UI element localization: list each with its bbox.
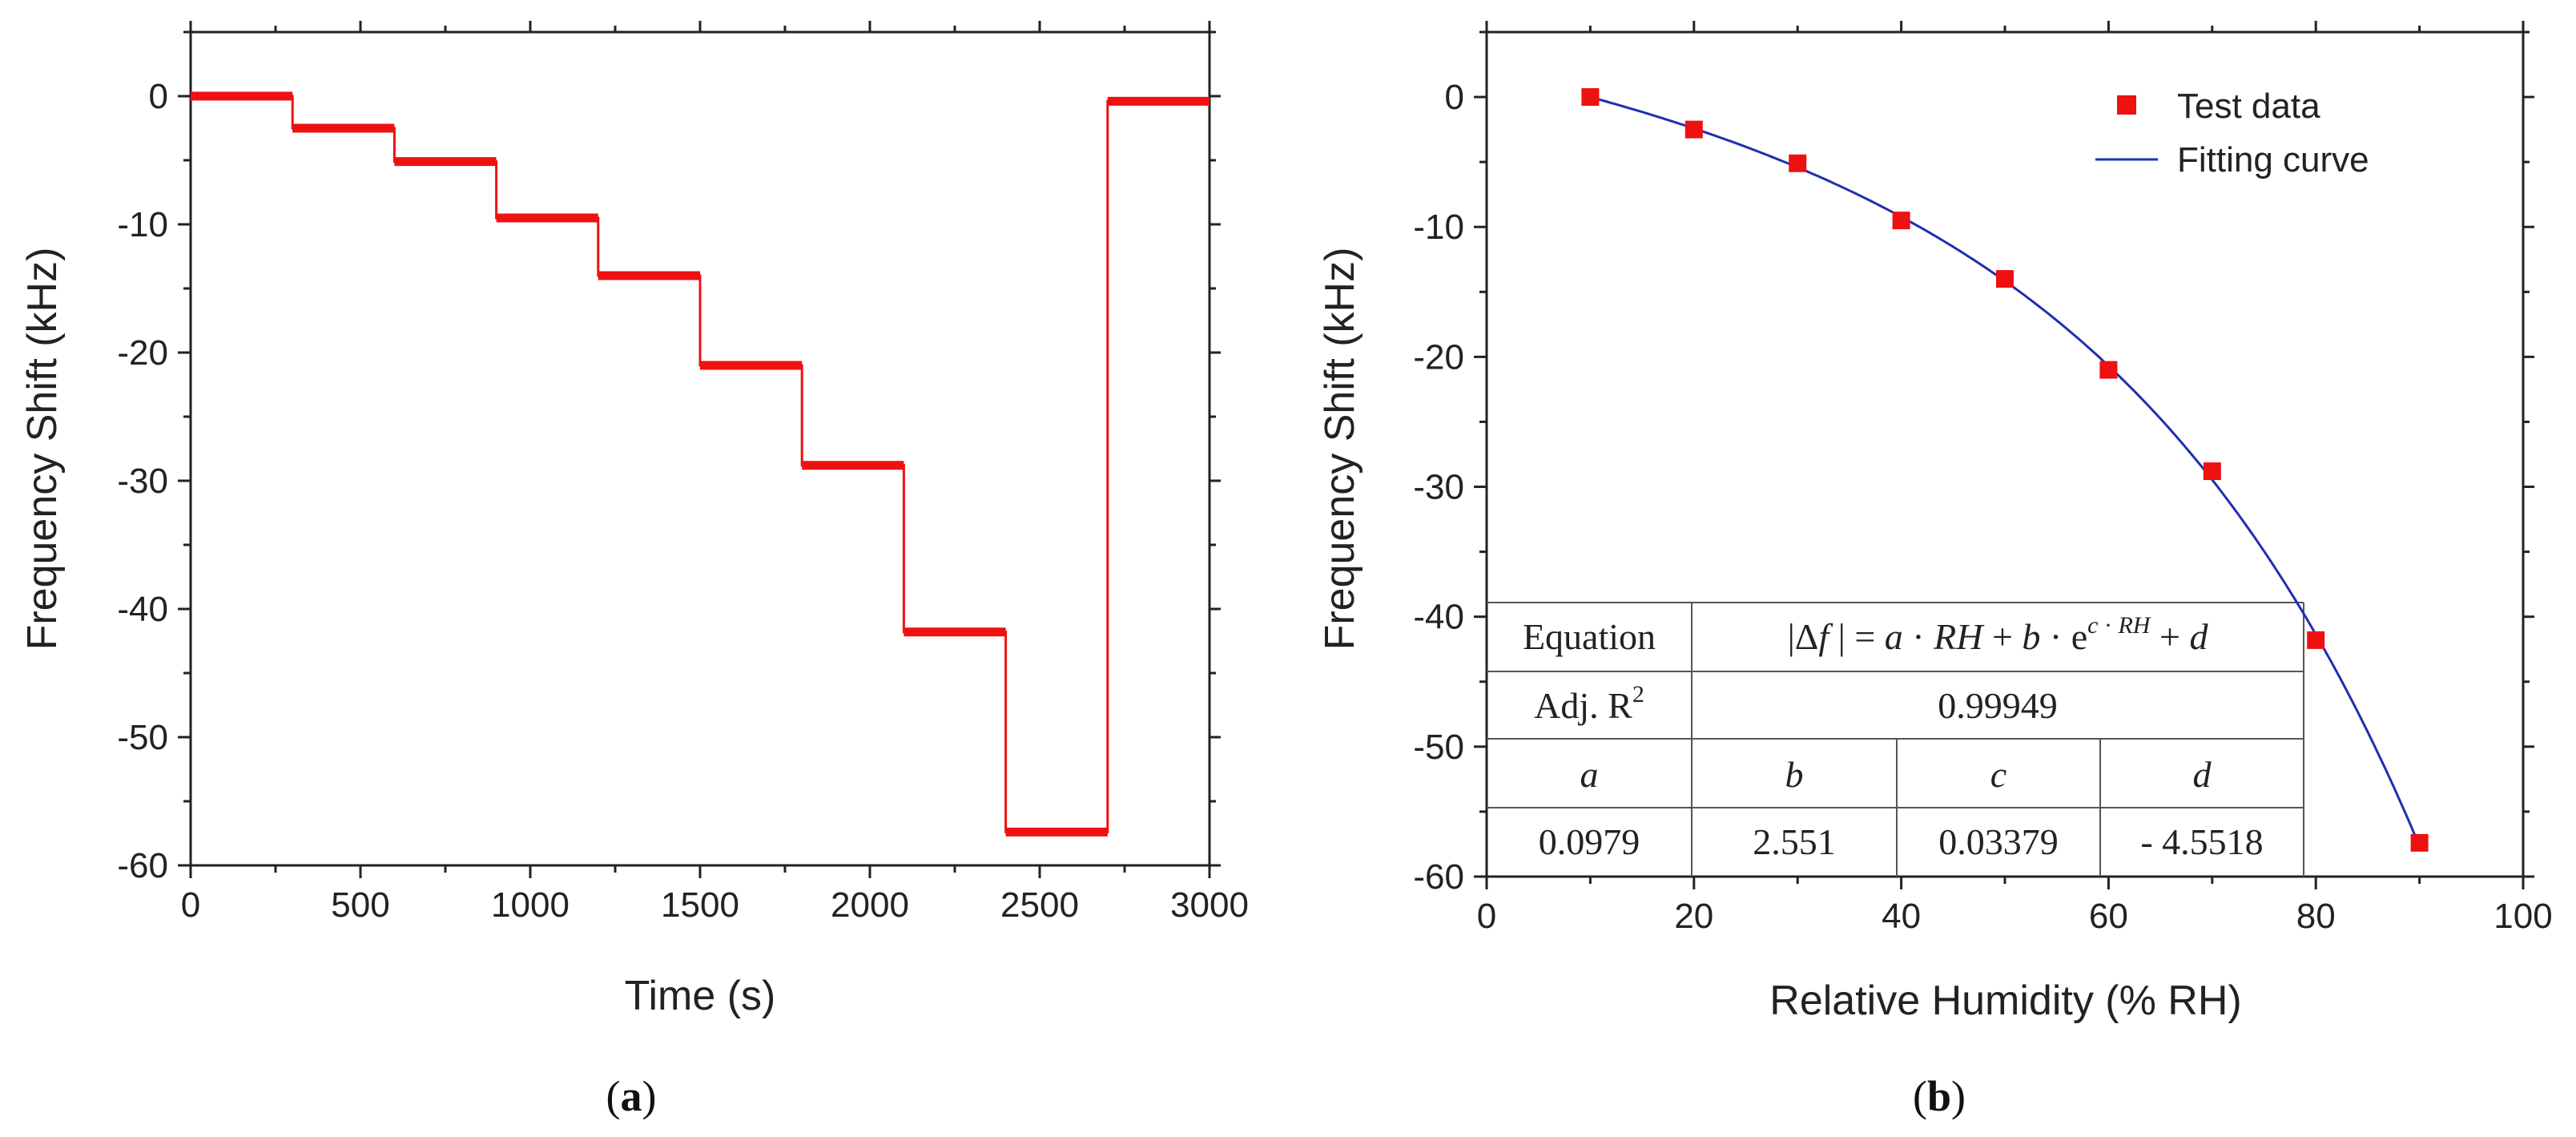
fit-table-param-value-b: 2.551 bbox=[1753, 821, 1836, 862]
chart-a-y-axis-title: Frequency Shift (kHz) bbox=[19, 248, 66, 651]
fit-table-text: Equation |Δf | = a · RH + b · ec · RH + … bbox=[1523, 612, 2264, 862]
fit-table-param-value-d: - 4.5518 bbox=[2140, 821, 2263, 862]
chart-b-y-tick-label: -30 bbox=[1413, 468, 1464, 507]
chart-b-x-tick-label: 0 bbox=[1477, 897, 1496, 936]
chart-b-panel-label: (b) bbox=[1913, 1072, 1966, 1120]
fit-table-param-name-a: a bbox=[1580, 754, 1599, 795]
fit-table-equation-label: Equation bbox=[1523, 616, 1656, 657]
test-data-point bbox=[1684, 120, 1703, 139]
chart-b-x-tick-label: 40 bbox=[1882, 897, 1921, 936]
chart-a-x-tick-label: 2500 bbox=[1000, 885, 1079, 925]
legend-fitting-curve-label: Fitting curve bbox=[2177, 140, 2369, 179]
chart-a-x-tick-label: 500 bbox=[331, 885, 389, 925]
chart-b-y-tick-label: 0 bbox=[1445, 78, 1464, 117]
fit-table-param-name-d: d bbox=[2193, 754, 2212, 795]
chart-b-y-tick-label: -50 bbox=[1413, 728, 1464, 767]
chart-a-data bbox=[191, 91, 1210, 837]
fit-table-param-value-c: 0.03379 bbox=[1938, 821, 2059, 862]
chart-a-x-tick-label: 1500 bbox=[661, 885, 739, 925]
fit-table-adj-r2-label: Adj. R2 bbox=[1534, 681, 1644, 726]
test-data-point bbox=[2307, 631, 2325, 649]
chart-a-plot-frame bbox=[189, 30, 1211, 867]
chart-a-y-tick-label: -30 bbox=[117, 462, 168, 501]
test-data-point bbox=[1996, 270, 2014, 288]
test-data-point bbox=[2410, 833, 2429, 852]
fit-table-param-name-b: b bbox=[1785, 754, 1804, 795]
chart-b-ticks: 0 20 40 60 80 100 -60 -50 -40 -30 -20 -10 0 bbox=[1413, 21, 2553, 936]
chart-b-x-tick-label: 100 bbox=[2493, 897, 2552, 936]
fit-table-equation: |Δf | = a · RH + b · ec · RH + d bbox=[1788, 612, 2209, 657]
chart-a-y-tick-label: -60 bbox=[117, 846, 168, 885]
chart-b-x-tick-label: 20 bbox=[1674, 897, 1713, 936]
chart-a-x-axis-title: Time (s) bbox=[625, 973, 776, 1019]
chart-b-legend: Test data Fitting curve bbox=[2095, 87, 2369, 179]
chart-a-y-tick-label: -40 bbox=[117, 590, 168, 629]
chart-a-ticks: 0 500 1000 1500 2000 2500 3000 -60 -50 -40 -30 -20 -… bbox=[117, 21, 1249, 925]
fit-table-param-name-c: c bbox=[1990, 754, 2006, 795]
chart-a-x-tick-label: 1000 bbox=[491, 885, 570, 925]
chart-b-y-axis-title: Frequency Shift (kHz) bbox=[1317, 248, 1363, 651]
chart-b-y-tick-label: -20 bbox=[1413, 337, 1464, 377]
legend-test-data-marker bbox=[2117, 95, 2136, 115]
test-data-point bbox=[1789, 154, 1807, 172]
chart-a-x-tick-label: 2000 bbox=[831, 885, 909, 925]
fit-table-adj-r2-superscript: 2 bbox=[1632, 681, 1644, 708]
chart-a: 0 500 1000 1500 2000 2500 3000 -60 -50 -40 -30 -20 -… bbox=[19, 21, 1249, 1120]
chart-a-y-tick-label: -50 bbox=[117, 718, 168, 757]
chart-b-y-tick-label: -40 bbox=[1413, 598, 1464, 637]
chart-a-x-tick-label: 0 bbox=[181, 885, 200, 925]
test-data-point bbox=[1892, 212, 1910, 230]
chart-b-data bbox=[1581, 88, 2429, 852]
chart-b-y-tick-label: -10 bbox=[1413, 208, 1464, 247]
chart-a-y-tick-label: 0 bbox=[149, 77, 168, 116]
chart-b: 0 20 40 60 80 100 -60 -50 -40 -30 -20 -10 0 Equation… bbox=[1317, 21, 2553, 1120]
fit-table-adj-r2-value: 0.99949 bbox=[1938, 685, 2058, 726]
fit-table-adj-r2-text: Adj. R bbox=[1534, 685, 1632, 726]
chart-a-panel-label: (a) bbox=[606, 1072, 657, 1120]
series-line bbox=[191, 95, 1210, 833]
test-data-point bbox=[1581, 88, 1600, 107]
chart-a-y-tick-label: -10 bbox=[117, 205, 168, 244]
chart-a-panel-letter: a bbox=[621, 1072, 642, 1120]
fitting-curve-line bbox=[1589, 95, 2421, 847]
chart-b-x-tick-label: 80 bbox=[2296, 897, 2336, 936]
chart-b-y-tick-label: -60 bbox=[1413, 857, 1464, 897]
test-data-point bbox=[2203, 462, 2221, 481]
chart-a-x-tick-label: 3000 bbox=[1170, 885, 1249, 925]
chart-b-x-tick-label: 60 bbox=[2089, 897, 2128, 936]
fit-table-param-value-a: 0.0979 bbox=[1539, 821, 1640, 862]
test-data-point bbox=[2099, 361, 2118, 379]
chart-b-panel-letter: b bbox=[1927, 1072, 1951, 1120]
legend-test-data-label: Test data bbox=[2177, 87, 2320, 126]
chart-b-x-axis-title: Relative Humidity (% RH) bbox=[1769, 978, 2241, 1024]
chart-a-y-tick-label: -20 bbox=[117, 333, 168, 373]
fit-table bbox=[1487, 602, 2304, 877]
